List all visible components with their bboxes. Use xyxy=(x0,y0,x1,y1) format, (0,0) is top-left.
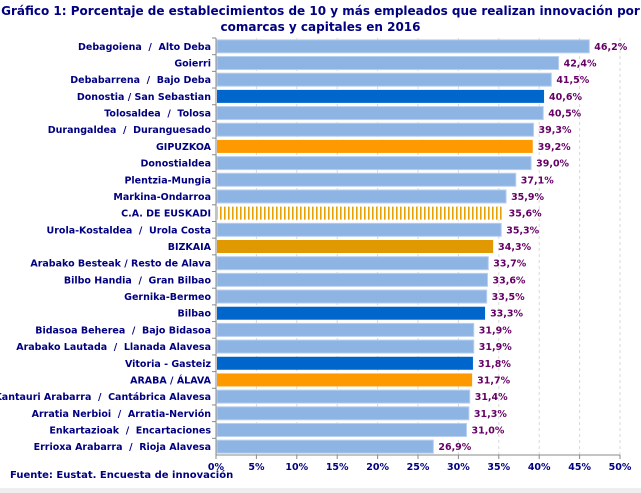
category-label: GIPUZKOA xyxy=(156,142,212,153)
value-label: 31,9% xyxy=(479,342,512,353)
value-label: 35,6% xyxy=(509,209,542,220)
category-label: C.A. DE EUSKADI xyxy=(121,209,211,220)
value-label: 40,6% xyxy=(549,92,582,103)
value-label: 26,9% xyxy=(438,442,471,453)
x-tick-label: 15% xyxy=(326,462,349,470)
x-tick-label: 10% xyxy=(285,462,308,470)
bar-chart: 0% 5% 10% 15% 20% 25% 30% 35% 40% 45% 50% Debagoien… xyxy=(0,37,632,470)
bar-errioxa-arabarra-rioja-alavesa xyxy=(216,439,434,454)
x-tick-label: 40% xyxy=(528,462,551,470)
x-tick-label: 5% xyxy=(248,462,265,470)
category-label: Bilbao xyxy=(178,309,212,320)
category-label: BIZKAIA xyxy=(168,242,212,253)
value-label: 46,2% xyxy=(594,42,627,53)
x-tick-label: 20% xyxy=(366,462,389,470)
x-tick-label: 25% xyxy=(407,462,430,470)
value-label: 31,0% xyxy=(471,425,504,436)
bar-debagoiena-alto-deba xyxy=(216,39,590,54)
x-tick-label: 50% xyxy=(609,462,632,470)
x-tick-label: 45% xyxy=(568,462,591,470)
category-label: Plentzia-Mungia xyxy=(124,175,211,186)
category-label: Debabarrena / Bajo Deba xyxy=(70,75,211,86)
category-label: Markina-Ondarroa xyxy=(113,192,211,203)
x-tick-label: 35% xyxy=(487,462,510,470)
category-label: Vitoria - Gasteiz xyxy=(125,359,212,370)
x-tick-label: 30% xyxy=(447,462,470,470)
bar-urola-kostaldea-urola-costa xyxy=(216,222,502,237)
bar-markina-ondarroa xyxy=(216,189,507,204)
value-label: 31,7% xyxy=(477,375,510,386)
category-label: Errioxa Arabarra / Rioja Alavesa xyxy=(34,442,211,453)
bar-araba-lava xyxy=(217,373,473,387)
category-label: Kantauri Arabarra / Cantábrica Alavesa xyxy=(0,392,211,403)
value-label: 33,6% xyxy=(492,275,525,286)
category-label: Goierri xyxy=(174,59,211,70)
category-label: Donostialdea xyxy=(141,159,211,170)
category-label: Donostia / San Sebastian xyxy=(77,92,211,103)
value-label: 42,4% xyxy=(564,59,597,70)
bar-gernika-bermeo xyxy=(216,289,488,304)
bar-bilbao xyxy=(217,306,486,320)
bar-gipuzkoa xyxy=(217,139,533,153)
category-label: Durangaldea / Duranguesado xyxy=(48,125,212,136)
bar-bilbo-handia-gran-bilbao xyxy=(216,272,488,287)
category-label: Gernika-Bermeo xyxy=(124,292,211,303)
category-label: Arabako Lautada / Llanada Alavesa xyxy=(16,342,211,353)
value-label: 35,3% xyxy=(506,225,539,236)
bar-arratia-nerbioi-arratia-nervi-n xyxy=(216,406,470,421)
bar-donostialdea xyxy=(216,156,532,171)
bar-debabarrena-bajo-deba xyxy=(216,72,552,87)
value-label: 31,9% xyxy=(479,325,512,336)
value-label: 31,4% xyxy=(475,392,508,403)
bar-bidasoa-beherea-bajo-bidasoa xyxy=(216,322,475,337)
category-label: Debagoiena / Alto Deba xyxy=(78,42,211,53)
category-label: Enkartazioak / Encartaciones xyxy=(49,425,211,436)
bar-enkartazioak-encartaciones xyxy=(216,422,467,437)
category-label: Bilbo Handia / Gran Bilbao xyxy=(64,275,212,286)
value-label: 41,5% xyxy=(556,75,589,86)
value-label: 33,3% xyxy=(490,309,523,320)
value-label: 31,8% xyxy=(478,359,511,370)
category-label: Urola-Kostaldea / Urola Costa xyxy=(47,225,211,236)
bar-arabako-lautada-llanada-alavesa xyxy=(216,339,475,354)
category-label: Arratia Nerbioi / Arratia-Nervión xyxy=(32,409,212,420)
bar-c-a-de-euskadi xyxy=(217,206,504,220)
value-label: 40,5% xyxy=(548,109,581,120)
source-note: Fuente: Eustat. Encuesta de innovación xyxy=(10,470,234,481)
chart-title: Gráfico 1: Porcentaje de establecimiento… xyxy=(1,4,640,34)
category-label: ARABA / ÁLAVA xyxy=(130,374,212,386)
bar-donostia-san-sebastian xyxy=(217,89,545,103)
x-tick-label: 0% xyxy=(208,462,225,470)
bar-kantauri-arabarra-cant-brica-alavesa xyxy=(216,389,471,404)
value-label: 39,3% xyxy=(539,125,572,136)
value-label: 33,7% xyxy=(493,259,526,270)
value-label: 39,0% xyxy=(536,159,569,170)
bar-vitoria-gasteiz xyxy=(217,356,473,370)
value-label: 33,5% xyxy=(492,292,525,303)
bottom-strip xyxy=(0,488,641,493)
value-label: 39,2% xyxy=(538,142,571,153)
bar-plentzia-mungia xyxy=(216,172,517,187)
value-label: 35,9% xyxy=(511,192,544,203)
bar-durangaldea-duranguesado xyxy=(216,122,535,137)
value-label: 37,1% xyxy=(521,175,554,186)
bar-goierri xyxy=(216,56,560,71)
bar-bizkaia xyxy=(217,240,494,253)
value-label: 34,3% xyxy=(498,242,531,253)
bar-tolosaldea-tolosa xyxy=(216,106,544,121)
category-label: Bidasoa Beherea / Bajo Bidasoa xyxy=(35,325,211,336)
bar-arabako-besteak-resto-de-alava xyxy=(216,256,489,271)
category-label: Tolosaldea / Tolosa xyxy=(104,109,211,120)
category-label: Arabako Besteak / Resto de Alava xyxy=(30,259,211,270)
value-label: 31,3% xyxy=(474,409,507,420)
